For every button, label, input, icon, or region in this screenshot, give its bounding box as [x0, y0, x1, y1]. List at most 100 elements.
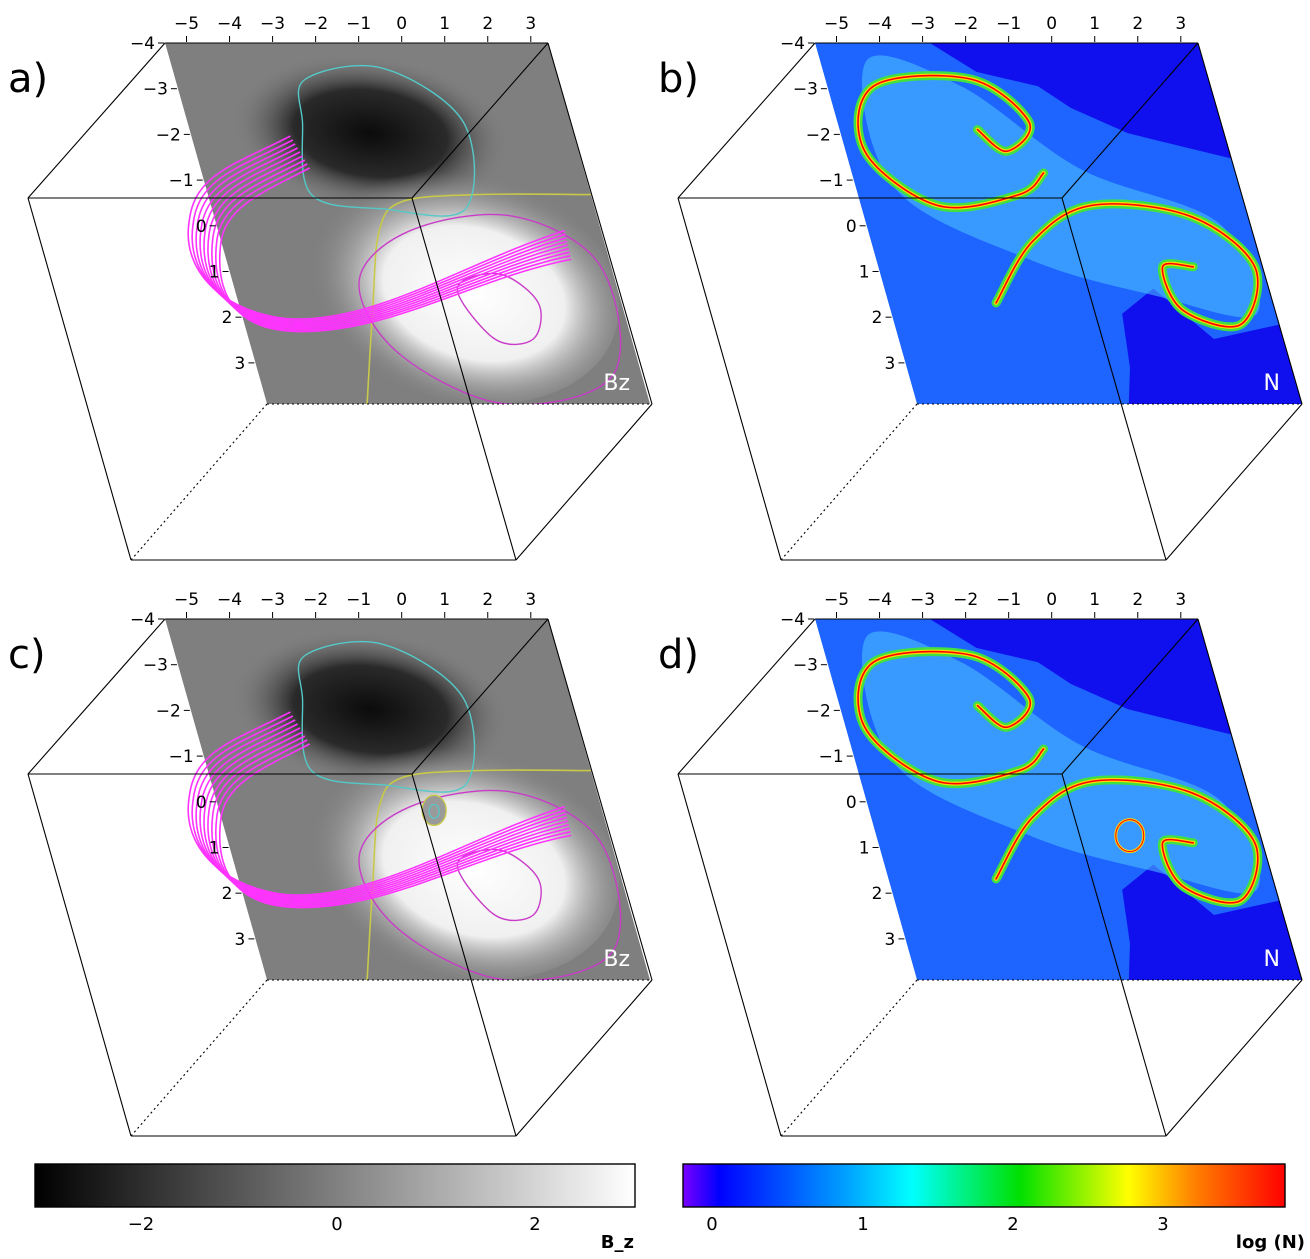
field-line	[195, 719, 567, 899]
x-tick-label: −2	[303, 14, 328, 34]
y-tick-label: −1	[169, 171, 194, 191]
x-tick-label: −1	[996, 590, 1021, 610]
y-tick-label: −3	[793, 656, 818, 676]
y-tick-label: −4	[130, 610, 155, 630]
y-tick-label: 0	[196, 217, 207, 237]
pil-contour	[366, 769, 592, 980]
box-edge	[411, 618, 549, 775]
box-edge	[1165, 979, 1303, 1137]
bz-map	[165, 43, 650, 404]
x-tick-label: 2	[482, 590, 493, 610]
colorbar-logn: 0 1 2 3 log (N)	[682, 1163, 1305, 1253]
box-edge	[27, 42, 166, 199]
panel-d: −5 −4 −3 −2 −1 0 1 2 3 −4 −3 −2 −1 0 1 2 3 d) N	[658, 590, 1303, 1137]
field-lines	[187, 711, 572, 909]
magnetogram-image	[165, 43, 650, 404]
x-tick-label: −4	[217, 14, 242, 34]
box-edge	[411, 197, 517, 561]
pil-contour	[366, 193, 592, 404]
field-line	[215, 739, 571, 907]
x-tick-label: −5	[824, 590, 849, 610]
low-density-top	[929, 43, 1232, 159]
ridge-right-core	[995, 203, 1259, 328]
colorbar-title: log (N)	[1236, 1232, 1305, 1253]
y-tick-label: −3	[143, 80, 168, 100]
box-edge	[1165, 403, 1303, 561]
box-edge	[1061, 197, 1167, 561]
field-line	[219, 167, 572, 333]
y-tick-label: 2	[872, 884, 883, 904]
y-tick-label: 3	[235, 354, 246, 374]
x-tick-label: −2	[953, 14, 978, 34]
box-edge	[547, 618, 653, 981]
box-edge	[1197, 618, 1303, 981]
box-edge	[1061, 42, 1199, 199]
colorbar-gradient	[34, 1163, 636, 1208]
y-tick-label: 1	[209, 838, 220, 858]
panel-label: c)	[8, 632, 46, 678]
y-tick-label: −2	[806, 701, 831, 721]
box-edge-dotted	[780, 403, 918, 561]
field-line	[187, 711, 566, 896]
density-plasmoid-core	[1115, 819, 1145, 853]
y-tick-label: 1	[859, 262, 870, 282]
field-line	[187, 135, 566, 320]
panel-label: d)	[658, 632, 699, 678]
y-tick-label: −2	[156, 701, 181, 721]
panel-label: a)	[8, 56, 48, 102]
box-edge	[27, 618, 166, 775]
x-tick-label: −4	[867, 14, 892, 34]
domain-box	[677, 618, 1303, 1137]
y-tick-label: 0	[846, 793, 857, 813]
bz-map	[165, 619, 650, 980]
quantity-label: N	[1264, 371, 1280, 396]
colorbar-tick-label: 1	[857, 1214, 868, 1235]
box-edge	[677, 773, 782, 1137]
quantity-label: Bz	[603, 371, 630, 396]
field-line	[211, 735, 570, 906]
box-edge	[27, 197, 132, 561]
y-tick-label: 1	[859, 838, 870, 858]
x-tick-label: 3	[525, 14, 536, 34]
x-tick-label: −1	[346, 14, 371, 34]
box-edge	[1197, 42, 1303, 405]
x-tick-label: 0	[1046, 14, 1057, 34]
x-tick-label: 1	[1089, 14, 1100, 34]
x-tick-label: −3	[910, 590, 935, 610]
box-edge	[411, 773, 517, 1137]
y-tick-label: −2	[806, 125, 831, 145]
x-tick-label: 1	[439, 14, 450, 34]
magnetogram-image	[165, 619, 650, 980]
density-map	[815, 43, 1302, 404]
field-line	[199, 147, 568, 325]
y-tick-label: 2	[222, 308, 233, 328]
box-edge	[677, 618, 816, 775]
y-tick-label: −4	[780, 34, 805, 54]
y-tick-label: 3	[885, 930, 896, 950]
cyan-sheath	[861, 55, 1260, 318]
parasitic-polarity-cyan	[428, 803, 440, 819]
y-tick-label: −1	[819, 171, 844, 191]
y-tick-label: −1	[169, 747, 194, 767]
y-tick-label: −3	[143, 656, 168, 676]
x-tick-label: 0	[396, 590, 407, 610]
box-edge	[677, 197, 782, 561]
x-tick-label: −1	[346, 590, 371, 610]
panel-c: −5 −4 −3 −2 −1 0 1 2 3 −4 −3 −2 −1 0 1 2 3 c) Bz	[8, 590, 653, 1137]
panel-label: b)	[658, 56, 699, 102]
y-tick-label: 1	[209, 262, 220, 282]
colorbar-tick-label: 0	[706, 1214, 717, 1235]
field-line	[191, 139, 566, 322]
domain-box	[27, 618, 653, 1137]
ridge-left-core	[857, 650, 1045, 785]
y-tick-label: 2	[222, 884, 233, 904]
field-line	[219, 743, 572, 909]
x-tick-label: −2	[953, 590, 978, 610]
y-tick-label: 0	[846, 217, 857, 237]
field-line	[203, 727, 569, 903]
domain-box	[677, 42, 1303, 561]
y-tick-label: −4	[780, 610, 805, 630]
positive-contour-outer	[358, 213, 622, 404]
x-tick-label: −2	[303, 590, 328, 610]
